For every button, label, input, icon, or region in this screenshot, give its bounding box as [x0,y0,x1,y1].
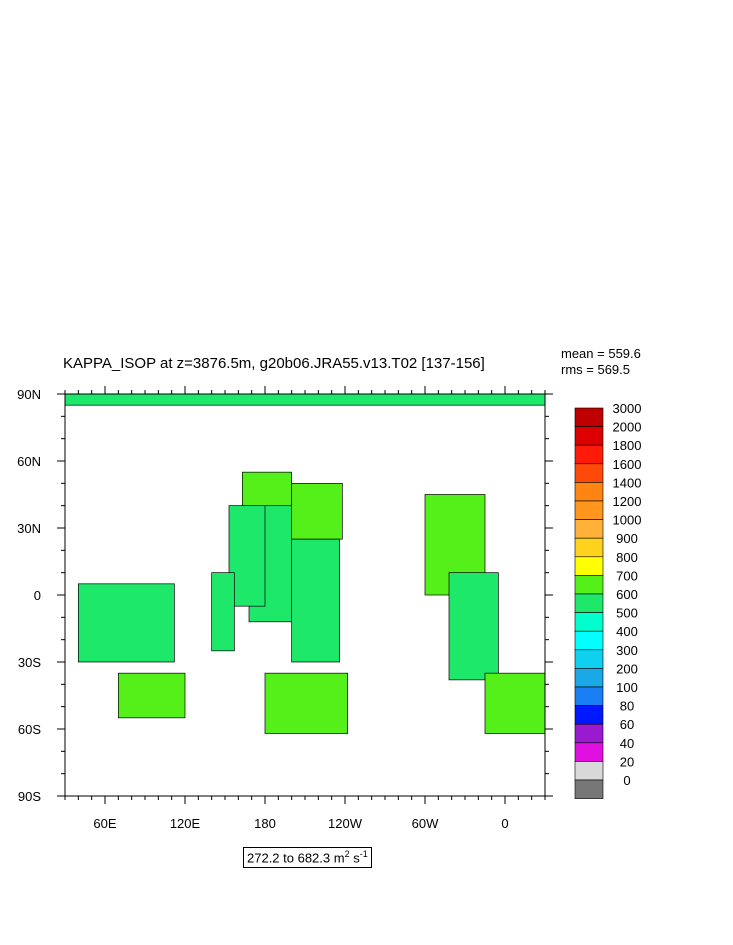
colorbar-label: 80 [620,699,634,714]
region-arctic [65,394,545,406]
colorbar-label: 3000 [613,401,642,416]
chart-title: KAPPA_ISOP at z=3876.5m, g20b06.JRA55.v1… [63,355,485,372]
y-tick-label: 90S [18,789,41,804]
region-southern-ocean-pacific [264,672,349,734]
colorbar-box [574,686,604,706]
colorbar-box [574,742,604,762]
y-tick-label: 60S [18,722,41,737]
colorbar-label: 300 [616,643,638,658]
region-northeast-pacific [291,482,343,540]
y-tick-label: 0 [34,588,41,603]
colorbar-box [574,761,604,781]
colorbar-box [574,668,604,688]
colorbar-label: 400 [616,624,638,639]
colorbar-box [574,519,604,539]
y-tick-label: 30S [18,655,41,670]
x-tick-label: 60E [93,816,116,831]
unit-sup-1: 2 [344,849,350,859]
colorbar-box [574,500,604,520]
colorbar-box [574,649,604,669]
y-axis: 90N 60N 30N 0 30S 60S 90S [17,387,553,804]
colorbar-box [574,575,604,595]
colorbar-label: 800 [616,550,638,565]
colorbar-box [574,537,604,558]
x-tick-label: 120E [170,816,201,831]
colorbar-label: 500 [616,606,638,621]
colorbar-box [574,612,604,632]
colorbar-label: 1000 [613,513,642,528]
colorbar-label: 60 [620,717,634,732]
mean-stat: mean = 559.6 [561,346,641,361]
colorbar-box [574,482,604,502]
y-tick-label: 30N [17,521,41,536]
colorbar-box [574,593,604,613]
y-tick-label: 90N [17,387,41,402]
region-north-pacific-west [228,505,266,607]
colorbar-box [574,630,604,651]
colorbar-box [574,556,604,576]
colorbar-label: 0 [623,773,630,788]
colorbar-label: 1800 [613,438,642,453]
colorbar-box [574,463,604,483]
rms-stat: rms = 569.5 [561,362,631,377]
colorbar-label: 1400 [613,475,642,490]
region-indian-ocean [77,583,175,663]
range-label: 272.2 to 682.3 m2 s-1 [243,847,372,869]
colorbar-label: 700 [616,568,638,583]
x-tick-label: 120W [328,816,363,831]
unit-sup-2: -1 [359,849,368,859]
x-tick-label: 0 [501,816,508,831]
colorbar-label: 20 [620,754,634,769]
region-southern-ocean-indian [117,672,186,719]
colorbar-box [574,779,604,799]
y-tick-label: 60N [17,454,41,469]
map-fill [65,394,545,734]
colorbar-label: 40 [620,736,634,751]
region-south-atlantic [448,572,499,681]
unit-mid: s [349,850,360,866]
x-tick-label: 180 [254,816,276,831]
range-text: 272.2 to 682.3 m [247,850,345,866]
region-north-pacific-north [241,471,293,507]
colorbar: 3000200018001600140012001000900800700600… [574,401,642,799]
colorbar-label: 200 [616,661,638,676]
colorbar-label: 900 [616,531,638,546]
colorbar-label: 100 [616,680,638,695]
colorbar-box [574,444,604,465]
colorbar-label: 2000 [613,420,642,435]
region-west-pacific [211,572,235,652]
colorbar-box [574,723,604,744]
x-axis: 60E 120E 180 120W 60W 0 [64,386,546,831]
colorbar-label: 1200 [613,494,642,509]
region-southern-ocean-atlantic [484,672,545,734]
colorbar-box [574,407,604,427]
colorbar-box [574,705,604,725]
region-east-pacific [291,538,341,663]
x-tick-label: 60W [412,816,439,831]
colorbar-label: 1600 [613,457,642,472]
colorbar-box [574,426,604,446]
colorbar-label: 600 [616,587,638,602]
